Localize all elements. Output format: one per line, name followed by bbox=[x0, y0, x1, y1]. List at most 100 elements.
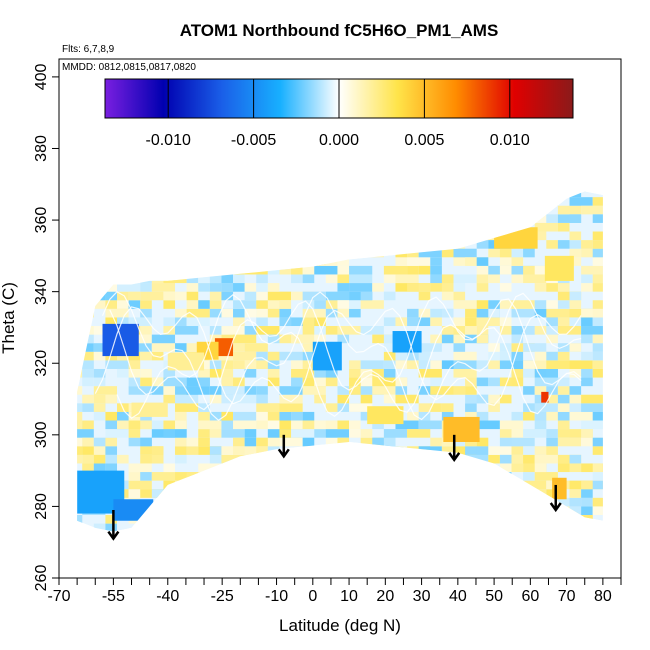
heatmap-cell bbox=[93, 454, 106, 464]
heatmap-cell bbox=[244, 283, 257, 292]
heatmap-cell bbox=[581, 506, 593, 516]
heatmap-cell bbox=[267, 308, 280, 318]
heatmap-cell bbox=[337, 308, 350, 318]
heatmap-cell bbox=[569, 489, 582, 498]
heatmap-cell bbox=[151, 343, 176, 352]
heatmap-cell bbox=[557, 411, 570, 421]
heatmap-cell bbox=[175, 291, 187, 301]
heatmap-cell bbox=[569, 326, 582, 335]
heatmap-cell bbox=[581, 497, 593, 507]
flights-note: Flts: 6,7,8,9 bbox=[62, 44, 115, 55]
heatmap-cell bbox=[256, 420, 280, 430]
heatmap-cell bbox=[105, 523, 118, 532]
y-tick-label: 380 bbox=[33, 135, 50, 162]
heatmap-cell bbox=[581, 463, 603, 473]
heatmap-cell bbox=[198, 429, 210, 438]
heatmap-cell bbox=[291, 274, 303, 284]
heatmap-cell bbox=[441, 403, 454, 412]
profile-arrow bbox=[448, 434, 461, 463]
heatmap-cell bbox=[302, 411, 315, 421]
heatmap-cell bbox=[581, 308, 603, 318]
heatmap-cell bbox=[198, 283, 210, 292]
plot-frame bbox=[58, 58, 622, 579]
heatmap-cell bbox=[557, 437, 582, 447]
x-tick-label: -40 bbox=[156, 588, 179, 605]
x-tick-label: -10 bbox=[265, 588, 288, 605]
heatmap-cell bbox=[256, 351, 268, 361]
heatmap-cell bbox=[209, 446, 222, 455]
heatmap-cell bbox=[592, 231, 603, 241]
heatmap-cell bbox=[418, 283, 431, 292]
heatmap-cell bbox=[534, 411, 558, 421]
heatmap-cell bbox=[581, 489, 593, 498]
heatmap-cell bbox=[163, 326, 176, 335]
heatmap-cell bbox=[186, 291, 199, 301]
heatmap-cell bbox=[476, 300, 489, 309]
heatmap-cell bbox=[557, 283, 570, 292]
heatmap-cell bbox=[476, 360, 489, 369]
heatmap-cell bbox=[569, 411, 593, 421]
colorbar-tick-label: 0.005 bbox=[404, 132, 444, 149]
heatmap-cell bbox=[569, 197, 593, 206]
heatmap-cell bbox=[233, 334, 257, 344]
heatmap-cell bbox=[325, 420, 350, 430]
heatmap-cell bbox=[325, 437, 338, 447]
heatmap-cell bbox=[592, 360, 603, 369]
flight-track bbox=[109, 298, 582, 413]
heatmap-cell bbox=[581, 429, 593, 438]
heatmap-cell bbox=[175, 343, 187, 352]
heatmap-cell bbox=[592, 368, 603, 378]
heatmap-cell bbox=[534, 472, 558, 481]
x-tick-label: 40 bbox=[449, 588, 467, 605]
heatmap-cell bbox=[163, 377, 187, 387]
heatmap-cell bbox=[569, 308, 593, 318]
heatmap-cell bbox=[128, 429, 141, 438]
heatmap-cell bbox=[105, 308, 129, 318]
y-tick-label: 360 bbox=[33, 207, 50, 234]
heatmap-cell bbox=[117, 317, 129, 327]
heatmap-feature bbox=[544, 255, 574, 281]
heatmap-cell bbox=[534, 283, 558, 292]
heatmap-cell bbox=[314, 394, 326, 404]
heatmap-cell bbox=[581, 403, 603, 412]
heatmap-cell bbox=[77, 386, 83, 395]
heatmap-cell bbox=[186, 308, 210, 318]
heatmap-cell bbox=[82, 420, 94, 430]
heatmap-cell bbox=[175, 403, 199, 412]
heatmap-cell bbox=[569, 497, 582, 507]
heatmap-cell bbox=[221, 386, 245, 395]
heatmap-cell bbox=[511, 437, 535, 447]
heatmap-cell bbox=[499, 351, 512, 361]
heatmap-cell bbox=[175, 317, 187, 327]
heatmap-cell bbox=[488, 403, 500, 412]
profile-arrow bbox=[107, 509, 120, 541]
colorbar-ticks: -0.010 -0.005 0.000 0.005 0.010 bbox=[146, 79, 530, 149]
heatmap-cell bbox=[360, 368, 373, 378]
heatmap-cell bbox=[279, 300, 292, 309]
heatmap-cell bbox=[233, 351, 257, 361]
heatmap-cell bbox=[175, 411, 187, 421]
heatmap-cell bbox=[267, 403, 280, 412]
heatmap-cell bbox=[233, 343, 245, 352]
heatmap-cell bbox=[267, 420, 280, 430]
heatmap-cell bbox=[581, 377, 593, 387]
heatmap-cell bbox=[279, 351, 303, 361]
heatmap-cell bbox=[488, 300, 500, 309]
heatmap-cell bbox=[279, 437, 303, 447]
heatmap-cell bbox=[256, 446, 268, 455]
heatmap-cell bbox=[209, 283, 222, 292]
heatmap-cell bbox=[418, 291, 431, 301]
heatmap-cell bbox=[337, 334, 350, 344]
heatmap-cell bbox=[372, 368, 384, 378]
y-tick-label: 320 bbox=[33, 350, 50, 377]
heatmap-cell bbox=[569, 240, 582, 249]
heatmap-cell bbox=[291, 368, 315, 378]
heatmap-cell bbox=[198, 377, 210, 387]
heatmap-cell bbox=[221, 429, 245, 438]
x-tick-label: -25 bbox=[211, 588, 234, 605]
heatmap-cell bbox=[221, 411, 234, 421]
heatmap-cell bbox=[534, 463, 547, 473]
heatmap-cell bbox=[244, 308, 257, 318]
heatmap-cell bbox=[233, 437, 245, 447]
heatmap-cell bbox=[395, 386, 408, 395]
